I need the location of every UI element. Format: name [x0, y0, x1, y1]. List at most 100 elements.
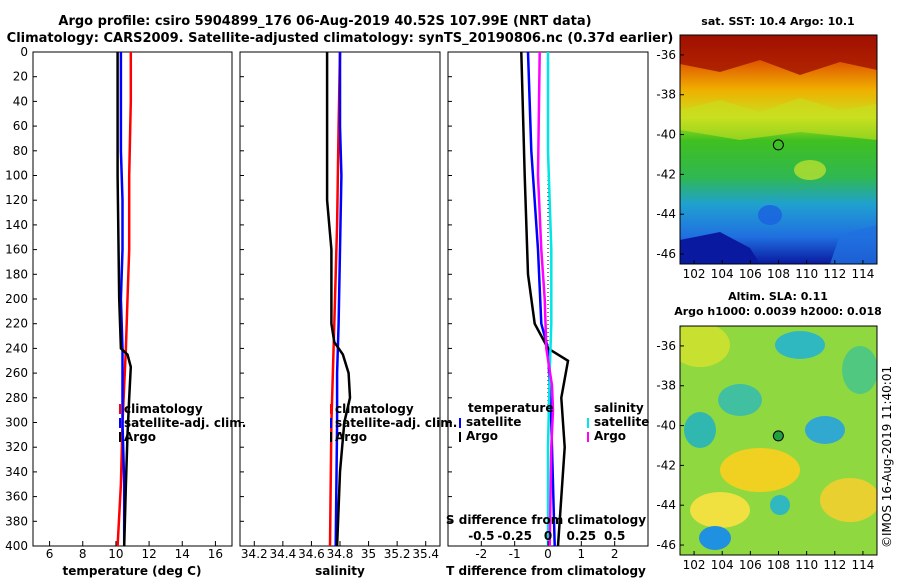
- map-y-tick-label: -40: [656, 128, 676, 142]
- depth-tick-label: 260: [5, 366, 28, 380]
- map-y-tick-label: -38: [656, 379, 676, 393]
- x-tick-label: 35.4: [412, 547, 439, 561]
- x-tick-label: 8: [79, 547, 87, 561]
- difference-legend: temperature satellite Argo salinity sate…: [459, 401, 649, 443]
- depth-axis: 0 20 40 60 80 100 120 140 160 180 200 220 240 260 280 3…: [5, 45, 452, 553]
- map-x-tick-label: 114: [851, 558, 874, 572]
- x-tick-label: 34.2: [241, 547, 268, 561]
- depth-tick-label: 240: [5, 341, 28, 355]
- temperature-xlabel: temperature (deg C): [63, 564, 202, 578]
- map-y-tick-label: -38: [656, 88, 676, 102]
- depth-tick-label: 300: [5, 416, 28, 430]
- legend-temperature-title: temperature: [468, 401, 553, 415]
- x-tick-label: 2: [611, 547, 619, 561]
- map-x-tick-label: 104: [711, 267, 734, 281]
- map-x-tick-label: 106: [739, 267, 762, 281]
- salinity-legend: climatology satellite-adj. clim. Argo: [330, 402, 457, 444]
- title-line-2: Climatology: CARS2009. Satellite-adjuste…: [7, 31, 674, 46]
- depth-tick-label: 100: [5, 169, 28, 183]
- depth-tick-label: 40: [13, 94, 28, 108]
- map-x-tick-label: 110: [795, 267, 818, 281]
- depth-tick-label: 400: [5, 539, 28, 553]
- map-y-tick-label: -36: [656, 339, 676, 353]
- map-y-tick-label: -42: [656, 458, 676, 472]
- temperature-x-ticks: 6 8 10 12 14 16: [46, 541, 223, 561]
- x-tick-label: -1: [509, 547, 521, 561]
- x-tick-label: 12: [141, 547, 156, 561]
- legend-t-satellite: satellite: [466, 415, 521, 429]
- x-tick-label: 35: [361, 547, 376, 561]
- depth-tick-label: 60: [13, 119, 28, 133]
- x-tick-label: 34.6: [298, 547, 325, 561]
- map-y-tick-label: -46: [656, 538, 676, 552]
- series-line-argo: [325, 52, 352, 547]
- x-tick-label: 14: [175, 547, 190, 561]
- difference-xlabel: T difference from climatology: [446, 564, 646, 578]
- sla-argo-marker: [772, 430, 784, 442]
- map-x-tick-label: 108: [767, 267, 790, 281]
- legend-satellite: satellite-adj. clim.: [124, 416, 246, 430]
- map-x-tick-label: 110: [795, 558, 818, 572]
- series-line-t-argo: [520, 51, 570, 547]
- legend-t-argo: Argo: [466, 429, 498, 443]
- map-y-tick-label: -44: [656, 207, 676, 221]
- top-x-tick-label: -0.5: [468, 529, 494, 543]
- sst-y-ticks: -36 -38 -40 -42 -44 -46: [656, 48, 684, 261]
- top-x-tick-label: -0.25: [497, 529, 532, 543]
- x-tick-label: 16: [208, 547, 223, 561]
- depth-tick-label: 320: [5, 440, 28, 454]
- salinity-x-ticks: 34.2 34.4 34.6 34.8 35 35.2 35.4: [241, 541, 439, 561]
- difference-x-ticks: -2 -1 0 1 2: [475, 541, 618, 561]
- sla-y-ticks: -36 -38 -40 -42 -44 -46: [656, 339, 684, 552]
- depth-tick-label: 0: [20, 45, 28, 59]
- series-line-s-satellite: [546, 52, 553, 546]
- legend-argo: Argo: [124, 430, 156, 444]
- salinity-series: [325, 51, 352, 547]
- x-tick-label: 6: [46, 547, 54, 561]
- sla-map-subtitle: Argo h1000: 0.0039 h2000: 0.018: [674, 305, 882, 318]
- salinity-xlabel: salinity: [315, 564, 365, 578]
- map-y-tick-label: -44: [656, 498, 676, 512]
- map-x-tick-label: 102: [683, 558, 706, 572]
- depth-tick-label: 140: [5, 218, 28, 232]
- depth-tick-label: 180: [5, 267, 28, 281]
- map-y-tick-label: -46: [656, 247, 676, 261]
- depth-tick-label: 120: [5, 193, 28, 207]
- legend-salinity-title: salinity: [594, 401, 644, 415]
- map-x-tick-label: 112: [823, 558, 846, 572]
- x-tick-label: 0: [544, 547, 552, 561]
- map-y-tick-label: -42: [656, 167, 676, 181]
- x-tick-label: 35.2: [384, 547, 411, 561]
- top-x-tick-label: 0.25: [567, 529, 597, 543]
- depth-tick-label: 220: [5, 317, 28, 331]
- legend-s-satellite: satellite: [594, 415, 649, 429]
- legend-argo: Argo: [335, 430, 367, 444]
- depth-tick-label: 160: [5, 243, 28, 257]
- legend-s-argo: Argo: [594, 429, 626, 443]
- temperature-series: [116, 52, 133, 547]
- sst-map-title: sat. SST: 10.4 Argo: 10.1: [701, 15, 854, 28]
- depth-tick-label: 360: [5, 490, 28, 504]
- sla-x-ticks: 102 104 106 108 110 112 114: [683, 551, 874, 572]
- depth-tick-label: 380: [5, 514, 28, 528]
- depth-tick-label: 200: [5, 292, 28, 306]
- x-tick-label: 10: [108, 547, 123, 561]
- series-line-s-argo: [536, 51, 555, 547]
- depth-tick-label: 280: [5, 391, 28, 405]
- sla-map-title: Altim. SLA: 0.11: [728, 290, 828, 303]
- series-line-satellite-adj-clim-: [119, 52, 126, 546]
- sst-argo-marker: [772, 139, 784, 151]
- sst-map-image: [680, 35, 877, 264]
- x-tick-label: 1: [578, 547, 586, 561]
- legend-climatology: climatology: [124, 402, 203, 416]
- sst-x-ticks: 102 104 106 108 110 112 114: [683, 260, 874, 281]
- difference-top-xlabel: S difference from climatology: [446, 513, 646, 527]
- sla-map-image: [680, 326, 877, 555]
- watermark: ©IMOS 16-Aug-2019 11:40:01: [880, 366, 894, 548]
- series-line-argo: [116, 52, 133, 547]
- top-x-tick-label: 0: [544, 529, 552, 543]
- map-y-tick-label: -40: [656, 419, 676, 433]
- map-y-tick-label: -36: [656, 48, 676, 62]
- top-x-tick-label: 0.5: [604, 529, 625, 543]
- map-x-tick-label: 106: [739, 558, 762, 572]
